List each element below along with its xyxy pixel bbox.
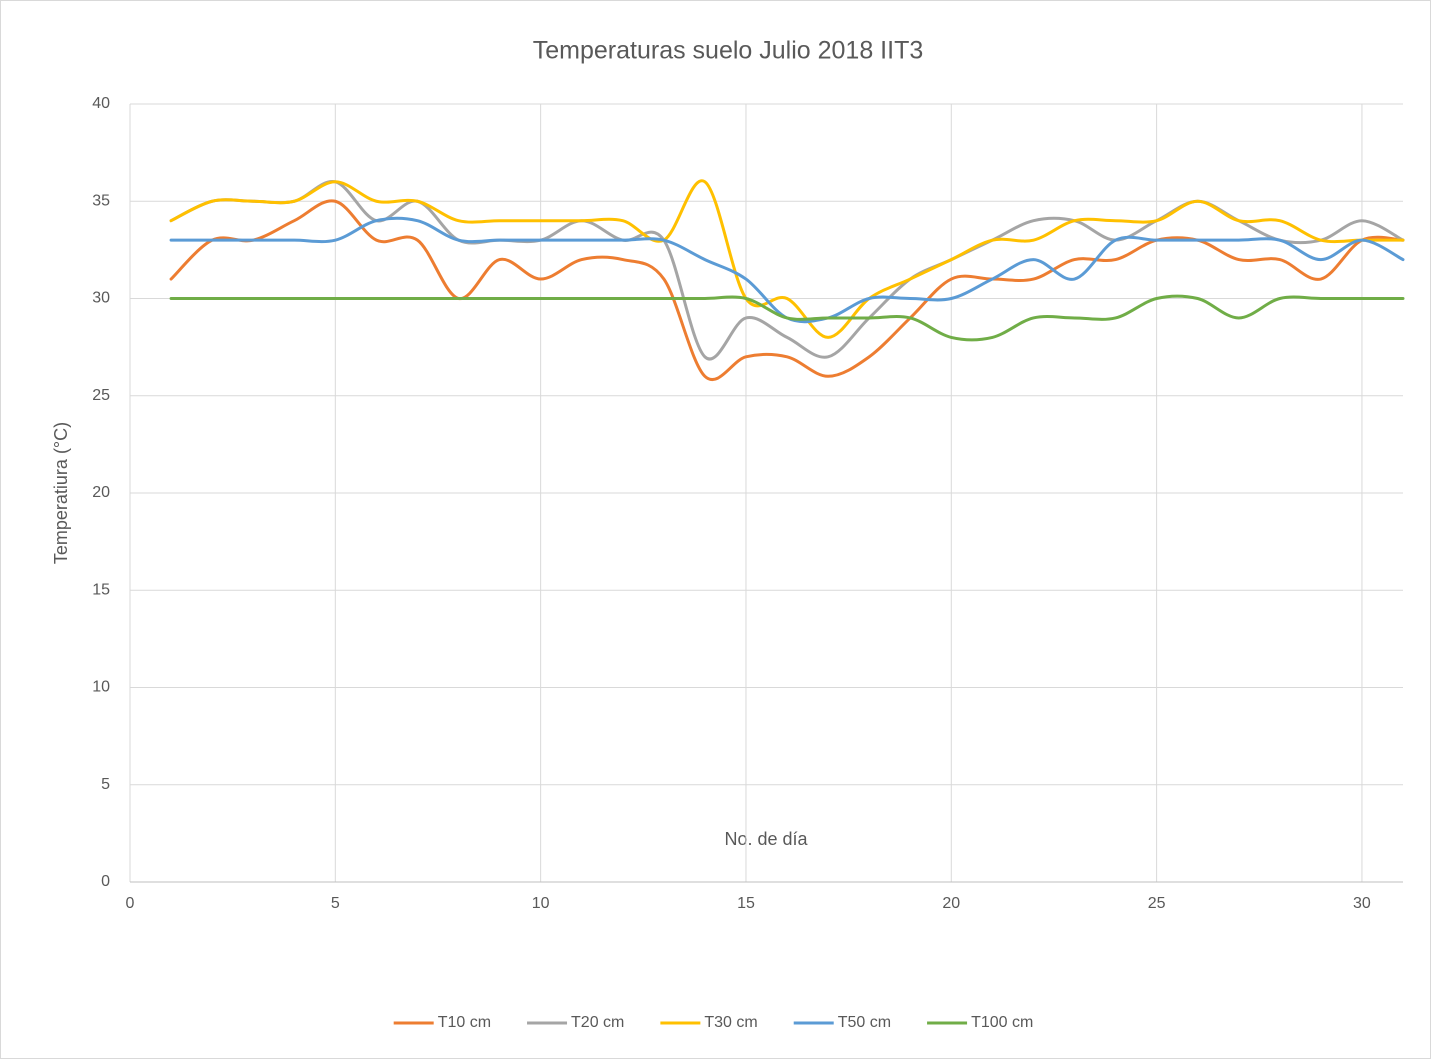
legend-label: T20 cm <box>571 1014 624 1031</box>
y-tick-label: 35 <box>92 192 110 209</box>
legend-label: T30 cm <box>704 1014 757 1031</box>
y-axis-label: Temperatiura (°C) <box>51 422 71 564</box>
x-tick-label: 0 <box>126 895 135 912</box>
x-tick-label: 25 <box>1148 895 1166 912</box>
legend-label: T10 cm <box>438 1014 491 1031</box>
legend-label: T50 cm <box>838 1014 891 1031</box>
y-tick-label: 30 <box>92 290 110 307</box>
y-tick-label: 10 <box>92 679 110 696</box>
x-tick-label: 15 <box>737 895 755 912</box>
chart-title: Temperaturas suelo Julio 2018 IIT3 <box>533 37 924 65</box>
y-tick-label: 15 <box>92 581 110 598</box>
x-axis-label: No. de día <box>724 829 808 849</box>
legend-label: T100 cm <box>971 1014 1033 1031</box>
y-tick-label: 40 <box>92 95 110 112</box>
x-tick-label: 30 <box>1353 895 1371 912</box>
x-tick-label: 10 <box>532 895 550 912</box>
x-tick-label: 5 <box>331 895 340 912</box>
y-tick-label: 5 <box>101 776 110 793</box>
y-tick-label: 20 <box>92 484 110 501</box>
series-line <box>169 179 1405 339</box>
y-tick-label: 25 <box>92 387 110 404</box>
series-line <box>169 294 1405 342</box>
x-tick-label: 20 <box>942 895 960 912</box>
y-tick-label: 0 <box>101 873 110 890</box>
